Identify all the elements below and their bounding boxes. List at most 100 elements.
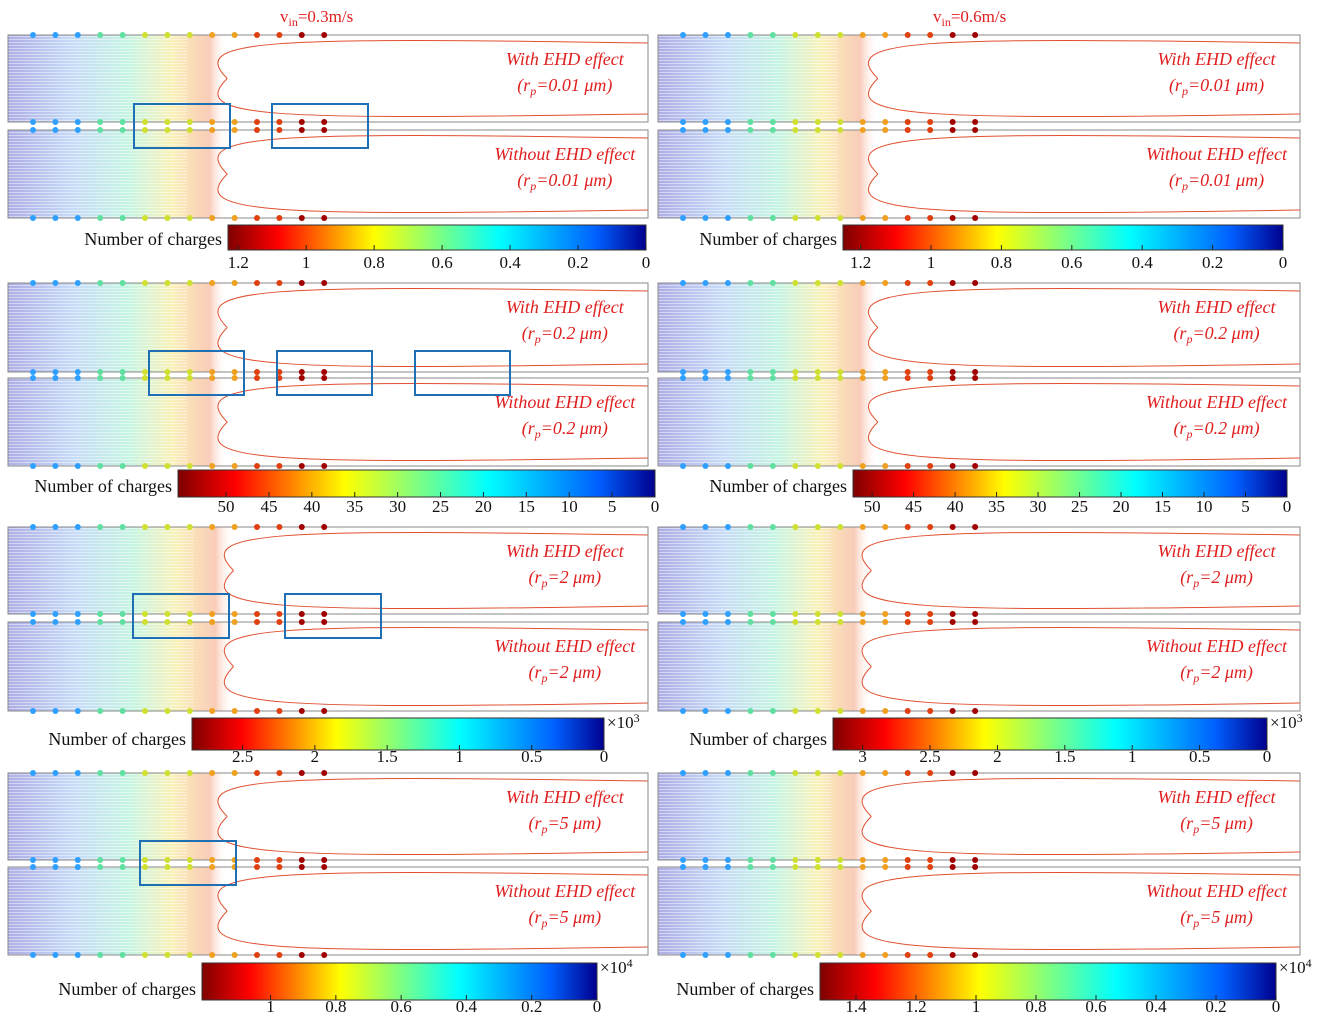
particle <box>52 369 58 375</box>
particle <box>747 708 753 714</box>
radius-value: =5 μm) <box>547 813 601 834</box>
colorbar-tick-label: 1.2 <box>228 253 249 272</box>
colorbar-tick-label: 20 <box>475 497 492 516</box>
particle <box>882 857 888 863</box>
colorbar <box>228 225 646 250</box>
particle <box>770 369 776 375</box>
colorbar-tick-label: 0.4 <box>1145 997 1167 1016</box>
effect-label: Without EHD effect <box>494 144 636 164</box>
particle <box>702 611 708 617</box>
particle <box>232 611 238 617</box>
particle <box>972 119 978 125</box>
particle <box>75 524 81 530</box>
particle <box>142 32 148 38</box>
particle <box>680 375 686 381</box>
multiplier-exponent: 4 <box>627 956 633 970</box>
particle <box>792 611 798 617</box>
particle <box>120 375 126 381</box>
particle <box>276 619 282 625</box>
particle <box>770 119 776 125</box>
particle <box>882 524 888 530</box>
particle <box>321 857 327 863</box>
particle <box>187 375 193 381</box>
effect-label: Without EHD effect <box>1146 636 1288 656</box>
particle <box>702 864 708 870</box>
particle <box>815 770 821 776</box>
particle <box>882 864 888 870</box>
particle <box>276 611 282 617</box>
particle <box>927 127 933 133</box>
flow-lines <box>658 867 831 955</box>
particle <box>702 280 708 286</box>
particle <box>30 369 36 375</box>
colorbar-tick-label: 1.5 <box>1054 747 1075 766</box>
particle <box>30 127 36 133</box>
particle <box>209 952 215 958</box>
colorbar-tick-label: 0 <box>651 497 660 516</box>
particle <box>770 127 776 133</box>
effect-label: Without EHD effect <box>1146 144 1288 164</box>
particle <box>187 127 193 133</box>
effect-label: Without EHD effect <box>1146 392 1288 412</box>
particle <box>30 611 36 617</box>
particle <box>52 864 58 870</box>
radius-label: (rp=0.2 μm) <box>1173 418 1259 441</box>
particle <box>299 32 305 38</box>
radius-label: (rp=5 μm) <box>528 813 601 836</box>
colorbar-tick-label: 30 <box>1030 497 1047 516</box>
particle <box>142 952 148 958</box>
particle <box>882 375 888 381</box>
particle <box>882 770 888 776</box>
particle <box>97 952 103 958</box>
particle <box>725 952 731 958</box>
particle <box>97 524 103 530</box>
particle <box>972 215 978 221</box>
colorbar-tick-label: 5 <box>1241 497 1250 516</box>
particle <box>97 708 103 714</box>
subscript: p <box>1192 916 1199 930</box>
particle <box>972 864 978 870</box>
particle <box>120 463 126 469</box>
particle <box>815 952 821 958</box>
subscript: p <box>1181 84 1188 98</box>
particle <box>187 770 193 776</box>
radius-value: =0.01 μm) <box>536 75 612 96</box>
particle <box>142 280 148 286</box>
particle <box>972 524 978 530</box>
particle <box>680 952 686 958</box>
particle <box>299 708 305 714</box>
particle <box>30 857 36 863</box>
particle <box>52 952 58 958</box>
colorbar-tick-label: 2.5 <box>232 747 253 766</box>
particle <box>837 770 843 776</box>
particle <box>770 619 776 625</box>
flow-lines <box>8 283 187 372</box>
particle <box>725 857 731 863</box>
particle <box>321 864 327 870</box>
particle <box>680 369 686 375</box>
particle <box>164 375 170 381</box>
flow-lines <box>658 622 831 711</box>
particle <box>815 32 821 38</box>
particle <box>75 280 81 286</box>
particle <box>187 369 193 375</box>
particle <box>972 127 978 133</box>
particle <box>680 857 686 863</box>
particle <box>30 619 36 625</box>
particle <box>702 119 708 125</box>
radius-symbol: (r <box>1180 662 1194 683</box>
particle <box>299 369 305 375</box>
particle <box>120 952 126 958</box>
subscript: p <box>534 427 541 441</box>
particle <box>321 127 327 133</box>
particle <box>725 463 731 469</box>
particle <box>299 463 305 469</box>
particle <box>702 32 708 38</box>
colorbar-tick-label: 45 <box>260 497 277 516</box>
particle <box>770 215 776 221</box>
particle <box>950 952 956 958</box>
subscript: p <box>540 916 547 930</box>
particle <box>702 463 708 469</box>
particle <box>927 369 933 375</box>
colorbar-tick-label: 0.8 <box>325 997 346 1016</box>
